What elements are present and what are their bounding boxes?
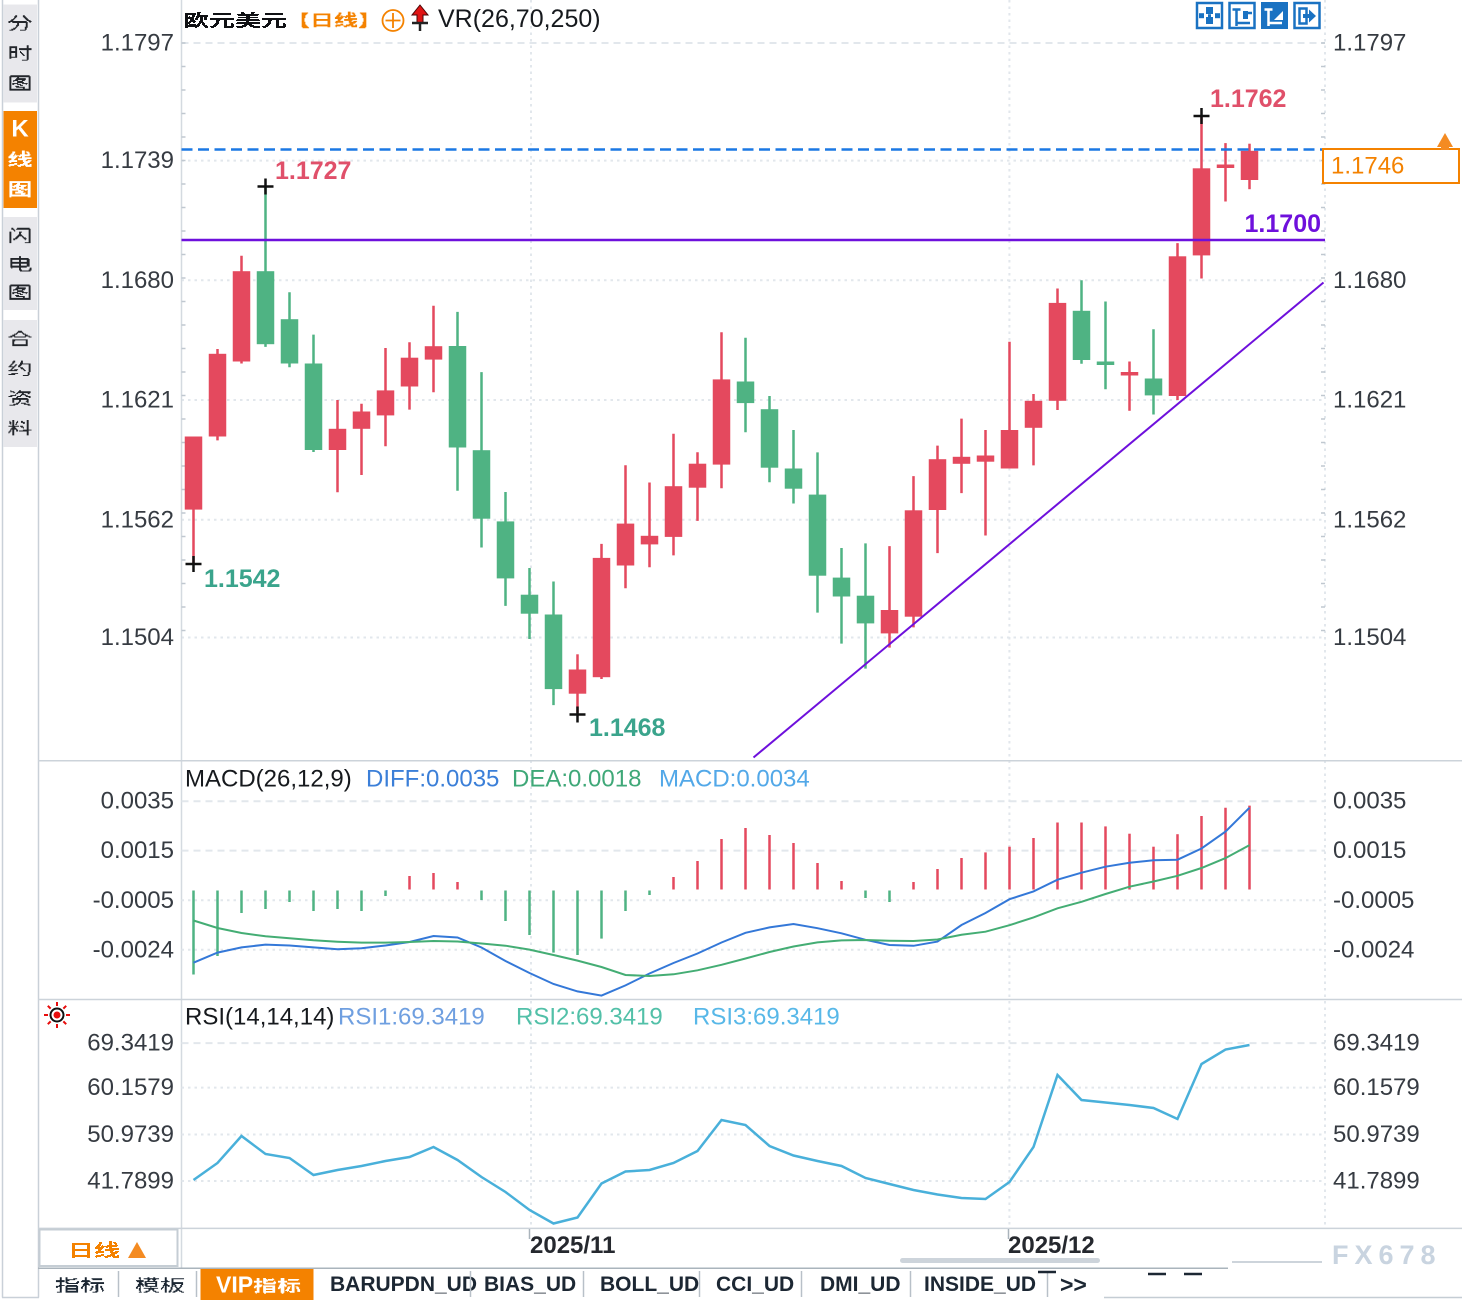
svg-text:CCI_UD: CCI_UD (716, 1273, 794, 1296)
svg-text:2025/12: 2025/12 (1008, 1232, 1095, 1259)
svg-text:VR(26,70,250): VR(26,70,250) (438, 5, 601, 33)
svg-text:DIFF:0.0035: DIFF:0.0035 (366, 766, 499, 793)
svg-text:MACD:0.0034: MACD:0.0034 (659, 766, 810, 793)
svg-text:INSIDE_UD: INSIDE_UD (924, 1273, 1036, 1296)
svg-text:RSI3:69.3419: RSI3:69.3419 (693, 1004, 840, 1031)
svg-text:VIP: VIP (216, 1272, 253, 1298)
svg-text:1.1621: 1.1621 (1333, 387, 1406, 414)
svg-text:RSI2:69.3419: RSI2:69.3419 (516, 1004, 663, 1031)
svg-text:-0.0024: -0.0024 (93, 936, 174, 963)
svg-text:-0.0024: -0.0024 (1333, 936, 1414, 963)
svg-text:1.1727: 1.1727 (275, 157, 351, 185)
svg-text:1.1739: 1.1739 (101, 147, 174, 174)
svg-text:41.7899: 41.7899 (1333, 1168, 1420, 1195)
svg-text:1.1468: 1.1468 (589, 714, 666, 742)
svg-text:1.1504: 1.1504 (1333, 624, 1406, 651)
svg-text:0.0035: 0.0035 (1333, 788, 1406, 815)
svg-text:60.1579: 60.1579 (1333, 1074, 1420, 1101)
svg-text:69.3419: 69.3419 (87, 1030, 174, 1057)
svg-text:1.1504: 1.1504 (101, 624, 174, 651)
svg-text:1.1680: 1.1680 (1333, 267, 1406, 294)
svg-text:0.0035: 0.0035 (101, 788, 174, 815)
svg-text:1.1746: 1.1746 (1331, 153, 1404, 180)
svg-text:41.7899: 41.7899 (87, 1168, 174, 1195)
svg-text:0.0015: 0.0015 (1333, 837, 1406, 864)
svg-text:1.1562: 1.1562 (101, 506, 174, 533)
svg-text:60.1579: 60.1579 (87, 1074, 174, 1101)
svg-text:-0.0005: -0.0005 (93, 887, 174, 914)
svg-text:1.1680: 1.1680 (101, 267, 174, 294)
svg-text:1.1797: 1.1797 (1333, 30, 1406, 57)
svg-text:BARUPDN_UD: BARUPDN_UD (330, 1273, 477, 1296)
svg-text:69.3419: 69.3419 (1333, 1030, 1420, 1057)
svg-text:1.1542: 1.1542 (204, 565, 280, 593)
svg-text:1.1700: 1.1700 (1245, 210, 1321, 238)
svg-text:1.1762: 1.1762 (1210, 85, 1286, 113)
svg-text:50.9739: 50.9739 (1333, 1121, 1420, 1148)
svg-text:0.0015: 0.0015 (101, 837, 174, 864)
svg-text:BOLL_UD: BOLL_UD (600, 1273, 699, 1296)
svg-text:>>: >> (1060, 1272, 1087, 1298)
svg-text:1.1562: 1.1562 (1333, 506, 1406, 533)
svg-text:BIAS_UD: BIAS_UD (484, 1273, 576, 1296)
svg-text:50.9739: 50.9739 (87, 1121, 174, 1148)
svg-text:RSI1:69.3419: RSI1:69.3419 (338, 1004, 485, 1031)
svg-text:RSI(14,14,14): RSI(14,14,14) (185, 1004, 334, 1031)
svg-text:DEA:0.0018: DEA:0.0018 (512, 766, 641, 793)
svg-text:FX678: FX678 (1332, 1240, 1442, 1270)
svg-text:-0.0005: -0.0005 (1333, 887, 1414, 914)
svg-text:DMI_UD: DMI_UD (820, 1273, 901, 1296)
svg-text:K: K (11, 116, 29, 143)
svg-text:2025/11: 2025/11 (530, 1232, 615, 1259)
svg-text:1.1797: 1.1797 (101, 30, 174, 57)
svg-text:MACD(26,12,9): MACD(26,12,9) (185, 766, 352, 793)
svg-text:1.1621: 1.1621 (101, 387, 174, 414)
